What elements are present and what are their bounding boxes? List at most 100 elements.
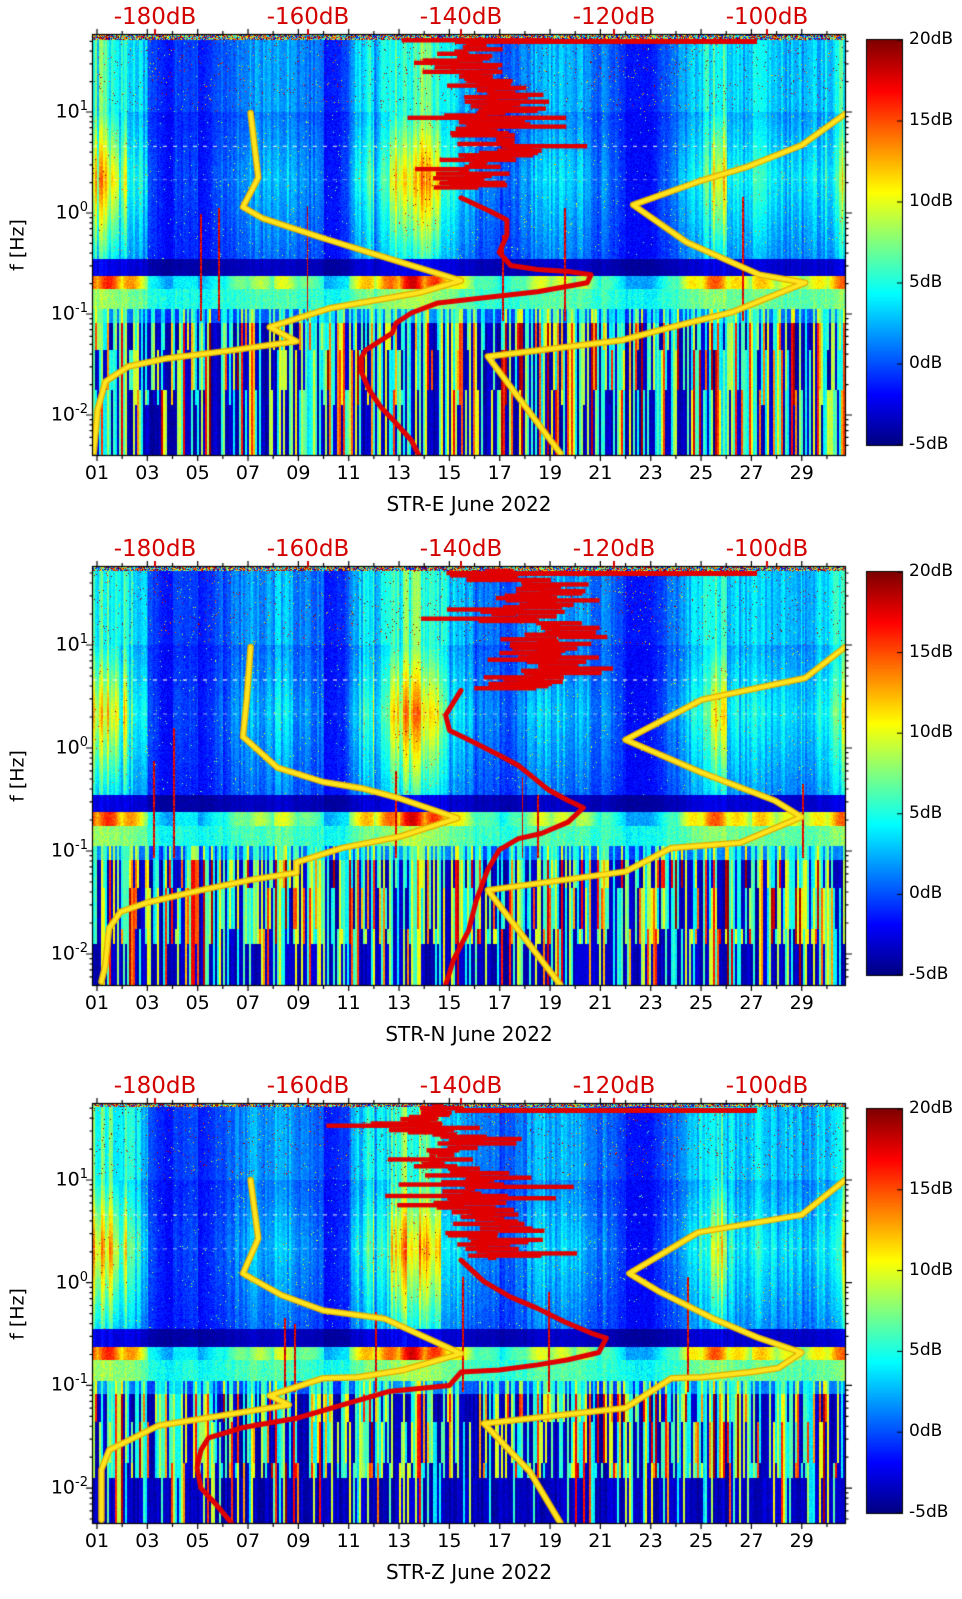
y-tick-exponent: -1	[75, 301, 88, 316]
colorbar-tick-label: 5dB	[909, 802, 943, 823]
y-tick-exponent: 0	[79, 200, 88, 215]
top-axis-db-label: -120dB	[572, 1073, 656, 1099]
colorbar-tick-label: 15dB	[909, 1178, 954, 1199]
colorbar-tick-label: 10dB	[909, 191, 954, 211]
x-tick-label: 05	[185, 462, 210, 484]
x-tick-label: 15	[437, 1530, 462, 1552]
x-tick-label: 11	[336, 1530, 361, 1552]
colorbar-tick-label: 20dB	[909, 29, 954, 49]
x-tick-label: 13	[386, 462, 412, 484]
y-tick-label: 10-2	[26, 403, 88, 424]
x-tick-label: 01	[84, 1530, 110, 1552]
top-axis-db-label: -140dB	[419, 1073, 503, 1099]
y-tick-label: 100	[26, 736, 88, 757]
y-tick-exponent: -2	[75, 1475, 88, 1491]
top-axis-db-label: -140dB	[419, 4, 503, 30]
y-tick-exponent: 1	[79, 1167, 88, 1182]
x-tick-label: 29	[789, 1530, 814, 1552]
x-tick-label: 13	[386, 1530, 412, 1552]
y-tick-base: 10	[55, 1168, 80, 1191]
top-axis-db-label: -160dB	[266, 536, 350, 562]
colorbar-tick-label: 5dB	[909, 272, 943, 292]
y-tick-base: 10	[55, 736, 80, 759]
top-axis-db-label: -180dB	[113, 1073, 197, 1099]
x-tick-label: 03	[135, 992, 160, 1014]
y-tick-base: 10	[50, 942, 76, 965]
x-tick-label: 11	[336, 462, 361, 484]
x-tick-label: 13	[386, 992, 412, 1014]
y-tick-base: 10	[55, 201, 80, 224]
colorbar-tick-label: -5dB	[909, 1502, 949, 1522]
x-tick-label: 27	[739, 1530, 764, 1552]
y-tick-label: 10-1	[26, 1373, 88, 1394]
y-tick-label: 10-1	[26, 302, 88, 323]
x-tick-label: 17	[487, 992, 512, 1014]
colorbar-tick-label: 15dB	[909, 110, 954, 130]
x-tick-label: 27	[739, 992, 764, 1014]
top-axis-db-label: -100dB	[725, 1073, 809, 1099]
x-tick-label: 09	[286, 462, 311, 484]
colorbar-tick-label: 20dB	[909, 561, 954, 581]
colorbar-tick-label: 5dB	[909, 1340, 943, 1361]
y-tick-label: 10-1	[26, 839, 88, 860]
x-tick-label: 29	[789, 462, 814, 484]
x-tick-label: 03	[135, 462, 160, 484]
x-tick-label: 07	[235, 1530, 261, 1552]
y-tick-exponent: -1	[75, 1372, 88, 1388]
colorbar-tick-label: 15dB	[909, 641, 954, 662]
x-tick-label: 01	[84, 992, 110, 1014]
y-tick-base: 10	[50, 403, 76, 426]
x-tick-label: 09	[286, 992, 311, 1014]
top-axis-db-label: -120dB	[572, 4, 656, 30]
y-tick-label: 101	[26, 100, 88, 121]
y-tick-base: 10	[55, 633, 80, 656]
y-tick-exponent: -2	[75, 402, 88, 417]
freq-axis-title: f [Hz]	[6, 750, 29, 802]
y-tick-base: 10	[50, 1373, 76, 1396]
x-tick-label: 15	[437, 992, 462, 1014]
y-tick-label: 101	[26, 1168, 88, 1189]
colorbar-tick-label: -5dB	[909, 434, 949, 454]
colorbar-tick-label: 10dB	[909, 722, 954, 743]
colorbar-tick-label: 20dB	[909, 1098, 954, 1118]
y-tick-exponent: -2	[75, 941, 88, 956]
y-tick-exponent: 1	[79, 99, 88, 114]
y-tick-label: 100	[26, 1271, 88, 1292]
x-tick-label: 03	[135, 1530, 160, 1552]
x-tick-label: 25	[688, 1530, 714, 1552]
y-tick-base: 10	[55, 1271, 80, 1294]
top-axis-db-label: -160dB	[266, 1073, 350, 1099]
top-axis-db-label: -100dB	[725, 536, 809, 562]
x-tick-label: 25	[688, 462, 714, 484]
x-tick-label: 17	[487, 1530, 512, 1552]
top-axis-db-label: -100dB	[725, 4, 809, 30]
x-tick-label: 07	[235, 462, 261, 484]
freq-axis-title: f [Hz]	[6, 219, 29, 271]
colorbar-tick-label: 0dB	[909, 353, 943, 373]
y-tick-base: 10	[50, 302, 76, 325]
x-tick-label: 07	[235, 992, 261, 1014]
y-tick-label: 10-2	[26, 942, 88, 963]
colorbar-tick-label: 0dB	[909, 883, 943, 904]
x-tick-label: 23	[638, 992, 663, 1014]
x-tick-label: 05	[185, 992, 210, 1014]
x-tick-label: 23	[638, 462, 663, 484]
y-tick-base: 10	[50, 839, 76, 862]
colorbar-tick-label: -5dB	[909, 964, 949, 984]
x-tick-label: 21	[588, 462, 613, 484]
x-tick-label: 19	[537, 992, 563, 1014]
x-tick-label: 19	[537, 462, 563, 484]
x-tick-label: 17	[487, 462, 512, 484]
x-tick-label: 21	[588, 1530, 613, 1552]
x-tick-label: 27	[739, 462, 764, 484]
x-tick-label: 19	[537, 1530, 563, 1552]
y-tick-label: 100	[26, 201, 88, 222]
y-tick-base: 10	[50, 1476, 76, 1499]
top-axis-db-label: -120dB	[572, 536, 656, 562]
panel-title: STR-N June 2022	[385, 1022, 553, 1046]
colorbar-tick-label: 0dB	[909, 1421, 943, 1442]
colorbar-tick-label: 10dB	[909, 1259, 954, 1280]
x-tick-label: 05	[185, 1530, 210, 1552]
